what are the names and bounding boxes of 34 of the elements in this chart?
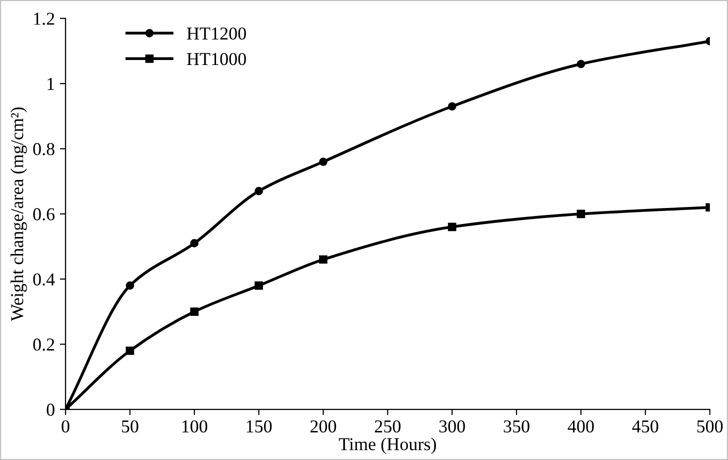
x-tick-label: 200 <box>310 420 336 433</box>
y-tick-label: 0.8 <box>33 142 54 156</box>
point <box>254 186 263 196</box>
point <box>448 222 456 232</box>
point <box>448 102 456 111</box>
point <box>190 239 199 248</box>
y-tick-label: 1.2 <box>34 12 54 25</box>
x-tick-label: 300 <box>439 420 465 433</box>
y-tick-label: 0.2 <box>33 338 54 351</box>
x-tick-label: 500 <box>697 420 723 433</box>
point <box>319 158 328 166</box>
y-tick-label: 0.4 <box>33 273 55 286</box>
x-tick-label: 400 <box>568 420 594 433</box>
x-tick-label: 100 <box>182 420 208 433</box>
x-tick-label: 50 <box>122 420 138 433</box>
point <box>576 60 586 68</box>
point <box>126 281 134 290</box>
point <box>190 307 199 316</box>
point <box>254 281 263 290</box>
point <box>126 346 134 355</box>
y-tick-label: 0 <box>46 404 54 416</box>
y-tick-label: 0.6 <box>33 208 55 220</box>
legend-label: HT1200 <box>186 27 246 40</box>
x-tick-label: 150 <box>246 420 272 433</box>
x-tick-label: 450 <box>632 420 658 433</box>
x-tick-label: 250 <box>374 420 401 433</box>
x-axis-title: Time (Hours) <box>338 438 436 454</box>
legend-label: HT1000 <box>186 52 246 66</box>
y-tick-label: 1 <box>48 78 54 90</box>
point <box>576 210 586 218</box>
x-tick-label: 0 <box>62 420 70 433</box>
y-axis-title: Weight change/area (mg/cm²) <box>10 107 27 322</box>
point <box>319 255 328 264</box>
x-tick-label: 350 <box>504 420 530 433</box>
